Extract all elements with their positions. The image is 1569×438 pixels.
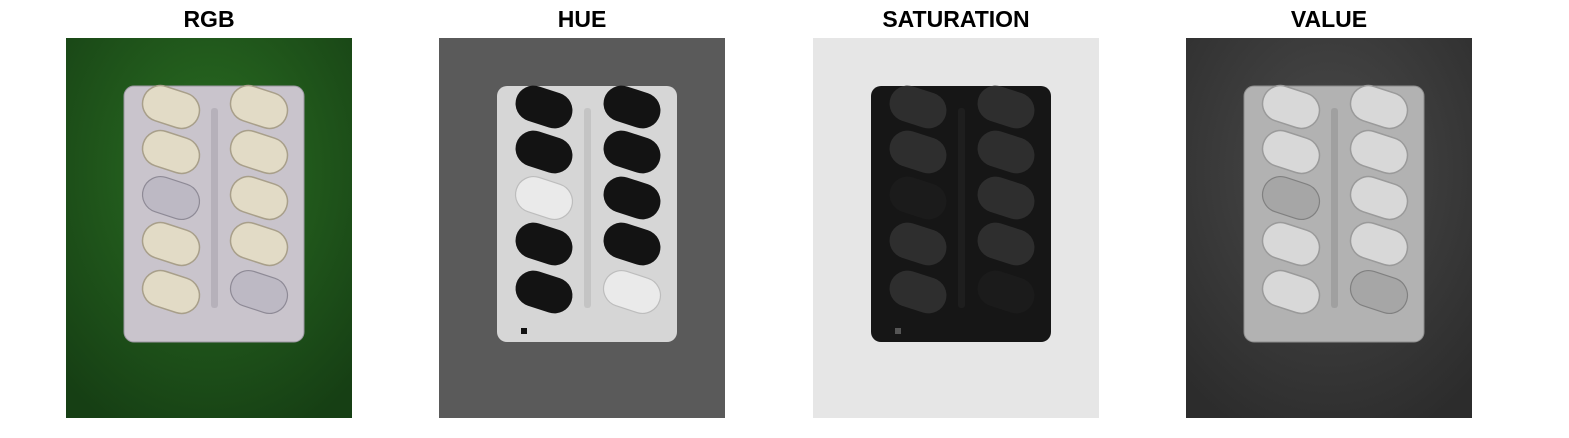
hue-panel: HUE (439, 0, 725, 438)
saturation-panel: SATURATION (813, 0, 1099, 438)
rgb-channel-image (66, 38, 352, 418)
hue-channel-image (439, 38, 725, 418)
panel-title-saturation: SATURATION (882, 6, 1030, 32)
value-channel-image (1186, 38, 1472, 418)
panel-title-rgb: RGB (183, 6, 235, 32)
value-panel: VALUE (1186, 0, 1472, 438)
rgb-panel: RGB (66, 0, 352, 438)
panel-title-hue: HUE (557, 6, 607, 32)
saturation-channel-image (813, 38, 1099, 418)
panel-title-value: VALUE (1290, 6, 1368, 32)
